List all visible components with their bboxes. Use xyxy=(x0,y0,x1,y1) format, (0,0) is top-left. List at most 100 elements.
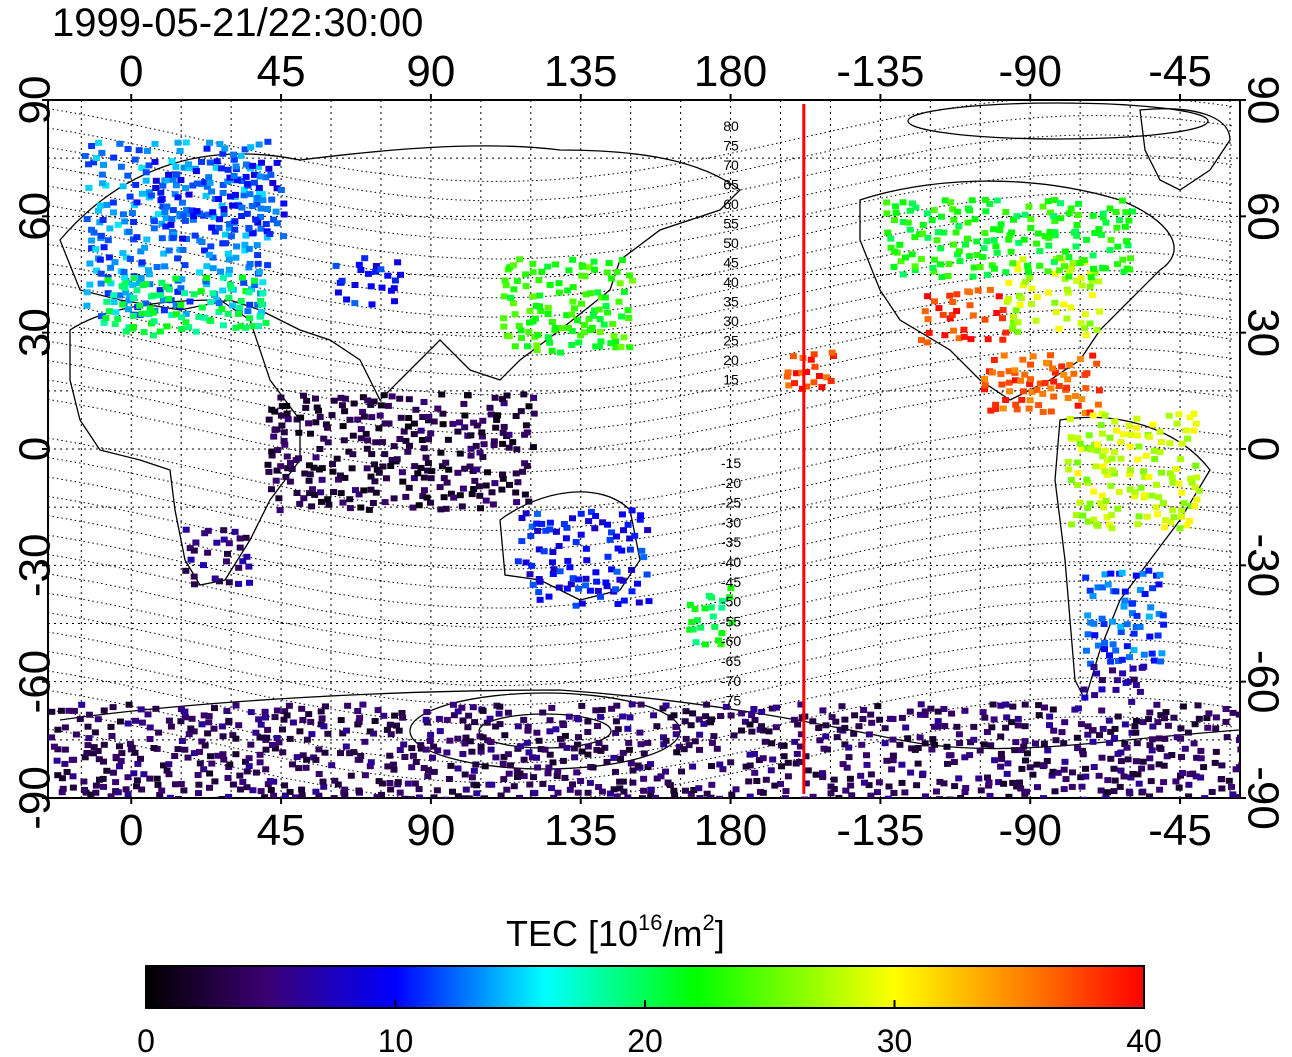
tec-cell xyxy=(546,339,554,346)
tec-cell xyxy=(1168,474,1176,481)
top-tick xyxy=(280,94,283,100)
tec-cell xyxy=(664,779,672,786)
tec-cell xyxy=(393,456,401,463)
tec-cell xyxy=(505,333,513,340)
tec-cell xyxy=(333,455,341,462)
tec-cell xyxy=(1140,651,1148,658)
tec-cell xyxy=(931,256,939,263)
tec-cell xyxy=(1156,428,1164,435)
tec-cell xyxy=(581,273,589,280)
tec-cell xyxy=(100,758,107,765)
tec-cell xyxy=(1097,422,1105,429)
tec-cell xyxy=(242,232,250,239)
tec-cell xyxy=(225,717,233,724)
tec-cell xyxy=(48,734,56,741)
tec-cell xyxy=(150,225,158,232)
tec-cell xyxy=(884,229,892,236)
tec-cell xyxy=(180,164,188,171)
tec-cell xyxy=(137,755,144,762)
tec-cell xyxy=(1060,740,1068,747)
tec-cell xyxy=(911,263,919,270)
tec-cell xyxy=(442,459,450,466)
tec-cell xyxy=(268,406,276,413)
tec-cell xyxy=(1122,209,1130,216)
tec-cell xyxy=(422,716,430,723)
tec-cell xyxy=(995,293,1003,300)
tec-cell xyxy=(689,710,697,717)
tec-cell xyxy=(523,739,531,746)
tec-cell xyxy=(546,751,554,758)
tec-cell xyxy=(242,534,250,541)
right-tick xyxy=(1240,448,1246,450)
tec-cell xyxy=(602,579,610,586)
tec-cell xyxy=(626,535,634,542)
tec-cell xyxy=(1025,203,1033,210)
tec-cell xyxy=(1005,379,1013,386)
tec-cell xyxy=(1050,258,1058,265)
tec-cell xyxy=(312,756,320,763)
tec-cell xyxy=(337,750,344,757)
tec-cell xyxy=(891,217,898,224)
tec-cell xyxy=(1117,758,1125,765)
tec-cell xyxy=(396,789,404,796)
tec-cell xyxy=(845,744,853,751)
tec-cell xyxy=(966,289,974,296)
tec-cell xyxy=(94,716,102,723)
tec-cell xyxy=(248,230,256,237)
contour-label: -65 xyxy=(721,653,741,669)
tec-cell xyxy=(227,285,235,292)
tec-cell xyxy=(218,723,226,730)
tec-cell xyxy=(162,797,170,798)
tec-cell xyxy=(256,759,264,766)
tec-cell xyxy=(600,321,608,328)
tec-cell xyxy=(500,753,508,760)
tec-cell xyxy=(1101,447,1109,454)
tec-cell xyxy=(1162,517,1169,524)
tec-cell xyxy=(1107,482,1115,489)
tec-cell xyxy=(138,786,146,793)
bottom-lon-label: 0 xyxy=(119,806,143,855)
tec-cell xyxy=(133,783,140,790)
tec-cell xyxy=(937,261,944,268)
tec-cell xyxy=(156,792,164,798)
tec-cell xyxy=(100,783,107,790)
tec-cell xyxy=(790,716,798,723)
tec-cell xyxy=(530,394,538,401)
magnetic-contour xyxy=(48,580,1234,667)
tec-cell xyxy=(819,770,827,777)
tec-cell xyxy=(534,510,541,517)
tec-cell xyxy=(1091,269,1099,276)
tec-cell xyxy=(119,183,127,190)
tec-cell xyxy=(454,793,462,798)
tec-cell xyxy=(340,437,348,444)
tec-cell xyxy=(299,752,307,759)
tec-cell xyxy=(1051,217,1059,224)
tec-cell xyxy=(540,548,548,555)
tec-cell xyxy=(768,705,776,712)
tec-cell xyxy=(365,506,373,513)
tec-cell xyxy=(1197,774,1205,781)
tec-cell xyxy=(629,779,637,786)
tec-cell xyxy=(990,237,998,244)
tec-cell xyxy=(1127,774,1135,781)
tec-cell xyxy=(1021,371,1029,378)
tec-cell xyxy=(593,578,601,585)
tec-cell xyxy=(390,766,398,773)
tec-cell xyxy=(591,266,599,273)
tec-cell xyxy=(190,291,198,298)
tec-cell xyxy=(138,310,146,317)
tec-cell xyxy=(263,734,271,741)
tec-cell xyxy=(230,151,238,158)
tec-cell xyxy=(364,397,372,404)
tec-cell xyxy=(1084,480,1092,487)
tec-cell xyxy=(899,199,907,206)
tec-cell xyxy=(181,262,189,269)
tec-cell xyxy=(861,779,868,786)
tec-cell xyxy=(1218,785,1226,792)
tec-cell xyxy=(1109,467,1117,474)
tec-cell xyxy=(1089,412,1097,419)
tec-cell xyxy=(222,231,230,238)
magnetic-contour xyxy=(48,134,1234,221)
tec-cell xyxy=(149,332,157,339)
tec-cell xyxy=(1178,770,1186,776)
